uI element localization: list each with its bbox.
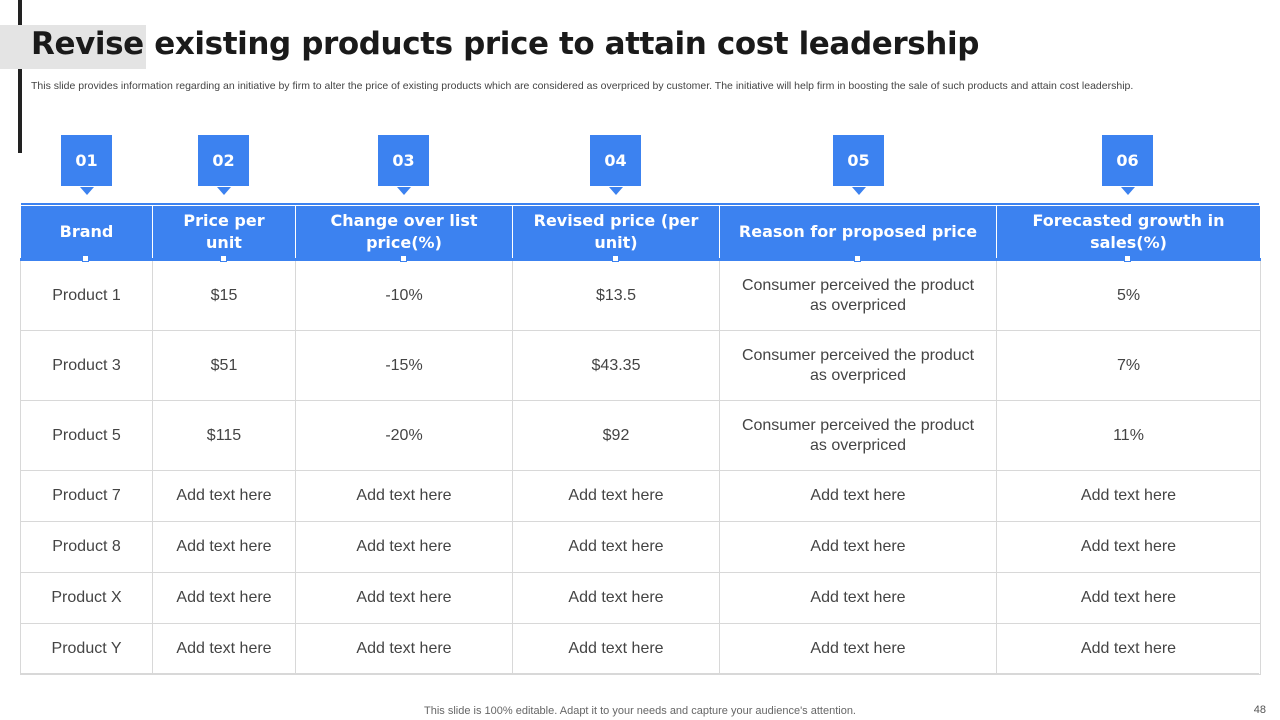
table-bottom-line bbox=[21, 673, 1259, 674]
table-row: Product Y Add text here Add text here Ad… bbox=[20, 623, 1261, 675]
header-brand: Brand bbox=[20, 206, 153, 261]
cell-change-over-list-price: Add text here bbox=[295, 572, 513, 624]
header-revised-price: Revised price (per unit) bbox=[512, 206, 720, 261]
cell-forecasted-growth: 11% bbox=[996, 400, 1261, 471]
connector-dot bbox=[400, 255, 407, 262]
footer-note: This slide is 100% editable. Adapt it to… bbox=[424, 705, 856, 717]
cell-revised-price: $13.5 bbox=[512, 259, 720, 331]
cell-brand: Product Y bbox=[20, 623, 153, 675]
cell-change-over-list-price: -10% bbox=[295, 259, 513, 331]
slide-subtitle: This slide provides information regardin… bbox=[31, 80, 1134, 92]
cell-price-per-unit: Add text here bbox=[152, 623, 296, 675]
cell-price-per-unit: $115 bbox=[152, 400, 296, 471]
cell-change-over-list-price: Add text here bbox=[295, 623, 513, 675]
header-price-per-unit: Price per unit bbox=[152, 206, 296, 261]
cell-revised-price: Add text here bbox=[512, 572, 720, 624]
cell-revised-price: $43.35 bbox=[512, 330, 720, 401]
cell-revised-price: $92 bbox=[512, 400, 720, 471]
table-row: Product 7 Add text here Add text here Ad… bbox=[20, 470, 1261, 522]
table-row: Product X Add text here Add text here Ad… bbox=[20, 572, 1261, 624]
column-badge-06: 06 bbox=[1102, 135, 1153, 195]
slide-title: Revise existing products price to attain… bbox=[31, 26, 979, 62]
cell-forecasted-growth: Add text here bbox=[996, 572, 1261, 624]
cell-price-per-unit: Add text here bbox=[152, 470, 296, 522]
header-forecasted-growth: Forecasted growth in sales(%) bbox=[996, 206, 1261, 261]
cell-reason: Consumer perceived the product as overpr… bbox=[719, 400, 997, 471]
cell-brand: Product 5 bbox=[20, 400, 153, 471]
table-row: Product 5 $115 -20% $92 Consumer perceiv… bbox=[20, 400, 1261, 471]
header-reason: Reason for proposed price bbox=[719, 206, 997, 261]
cell-brand: Product X bbox=[20, 572, 153, 624]
column-badge-04: 04 bbox=[590, 135, 641, 195]
cell-brand: Product 8 bbox=[20, 521, 153, 573]
cell-change-over-list-price: -15% bbox=[295, 330, 513, 401]
table-row: Product 8 Add text here Add text here Ad… bbox=[20, 521, 1261, 573]
cell-change-over-list-price: Add text here bbox=[295, 521, 513, 573]
cell-price-per-unit: Add text here bbox=[152, 572, 296, 624]
connector-dot bbox=[82, 255, 89, 262]
header-change-over-list-price: Change over list price(%) bbox=[295, 206, 513, 261]
connector-dot bbox=[1124, 255, 1131, 262]
page-number: 48 bbox=[1253, 704, 1266, 716]
cell-brand: Product 3 bbox=[20, 330, 153, 401]
cell-revised-price: Add text here bbox=[512, 623, 720, 675]
cell-price-per-unit: $15 bbox=[152, 259, 296, 331]
cell-reason: Consumer perceived the product as overpr… bbox=[719, 330, 997, 401]
cell-reason: Add text here bbox=[719, 470, 997, 522]
connector-dot bbox=[220, 255, 227, 262]
connector-dot bbox=[612, 255, 619, 262]
cell-brand: Product 1 bbox=[20, 259, 153, 331]
column-badge-03: 03 bbox=[378, 135, 429, 195]
table-row: Product 1 $15 -10% $13.5 Consumer percei… bbox=[20, 259, 1261, 331]
table-header-row: Brand Price per unit Change over list pr… bbox=[20, 206, 1261, 261]
cell-change-over-list-price: -20% bbox=[295, 400, 513, 471]
cell-change-over-list-price: Add text here bbox=[295, 470, 513, 522]
title-highlight bbox=[0, 25, 146, 69]
table-row: Product 3 $51 -15% $43.35 Consumer perce… bbox=[20, 330, 1261, 401]
cell-forecasted-growth: Add text here bbox=[996, 521, 1261, 573]
connector-dot bbox=[854, 255, 861, 262]
accent-bar bbox=[18, 0, 22, 153]
pricing-table: Brand Price per unit Change over list pr… bbox=[20, 206, 1261, 675]
cell-reason: Add text here bbox=[719, 623, 997, 675]
cell-reason: Consumer perceived the product as overpr… bbox=[719, 259, 997, 331]
cell-price-per-unit: $51 bbox=[152, 330, 296, 401]
column-badge-02: 02 bbox=[198, 135, 249, 195]
cell-price-per-unit: Add text here bbox=[152, 521, 296, 573]
cell-reason: Add text here bbox=[719, 572, 997, 624]
table-top-line bbox=[21, 203, 1259, 205]
cell-forecasted-growth: 7% bbox=[996, 330, 1261, 401]
cell-forecasted-growth: 5% bbox=[996, 259, 1261, 331]
cell-brand: Product 7 bbox=[20, 470, 153, 522]
cell-revised-price: Add text here bbox=[512, 470, 720, 522]
column-badge-05: 05 bbox=[833, 135, 884, 195]
cell-reason: Add text here bbox=[719, 521, 997, 573]
cell-forecasted-growth: Add text here bbox=[996, 623, 1261, 675]
column-badge-01: 01 bbox=[61, 135, 112, 195]
cell-forecasted-growth: Add text here bbox=[996, 470, 1261, 522]
cell-revised-price: Add text here bbox=[512, 521, 720, 573]
